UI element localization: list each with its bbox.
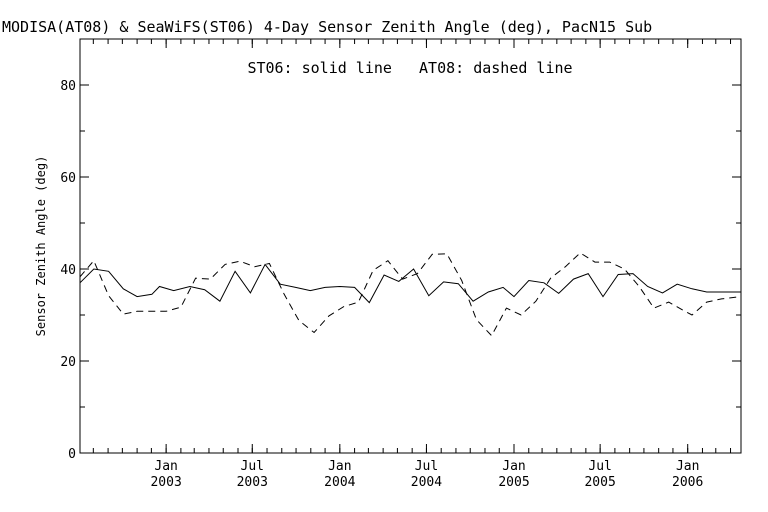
x-tick-label-year: 2003 [150, 475, 181, 490]
y-tick-label: 60 [60, 171, 76, 186]
y-axis: 0 20 40 60 80 [60, 38, 741, 462]
x-tick-label-year: 2005 [584, 475, 615, 490]
y-tick-label: 80 [60, 79, 76, 94]
y-tick-label: 40 [60, 263, 76, 278]
x-tick-label-year: 2005 [498, 475, 529, 490]
x-tick-label-month: Jan [676, 459, 699, 474]
y-axis-label: Sensor Zenith Angle (deg) [34, 156, 48, 337]
legend-annotation: ST06: solid line AT08: dashed line [247, 59, 572, 77]
y-tick-label: 0 [68, 447, 76, 462]
x-axis: Jan2003Jul2003Jan2004Jul2004Jan2005Jul20… [92, 39, 732, 490]
plot-frame [79, 38, 742, 454]
x-tick-label-month: Jul [241, 459, 264, 474]
x-tick-label-year: 2004 [411, 475, 442, 490]
x-tick-label-month: Jan [328, 459, 351, 474]
x-tick-label-month: Jul [415, 459, 438, 474]
x-tick-label-year: 2006 [672, 475, 703, 490]
series-line-st06 [79, 263, 741, 304]
x-tick-label-year: 2004 [324, 475, 355, 490]
chart-title: MODISA(AT08) & SeaWiFS(ST06) 4-Day Senso… [2, 18, 652, 36]
x-tick-label-month: Jul [588, 459, 611, 474]
x-tick-label-month: Jan [502, 459, 525, 474]
series-line-at08 [79, 252, 742, 337]
series-layer [79, 252, 742, 337]
x-tick-label-month: Jan [154, 459, 177, 474]
x-tick-label-year: 2003 [237, 475, 268, 490]
y-tick-label: 20 [60, 355, 76, 370]
